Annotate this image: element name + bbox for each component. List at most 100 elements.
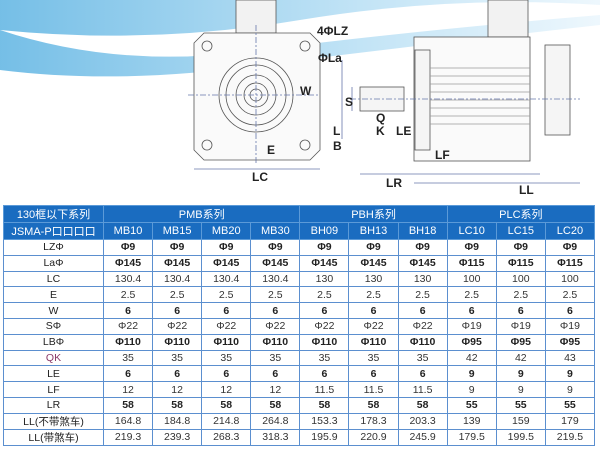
table-cell: Φ145 [152, 254, 203, 272]
table-cell: 2.5 [299, 286, 350, 304]
table-cell: 6 [152, 365, 203, 383]
table-cell: 100 [544, 270, 596, 288]
table-cell: 2.5 [201, 286, 252, 304]
model-header: MB30 [250, 222, 301, 240]
table-cell: 35 [299, 349, 350, 367]
row-label: W [3, 302, 104, 319]
table-cell: Φ19 [446, 317, 497, 335]
row-label: SΦ [3, 317, 104, 335]
label-e: E [267, 143, 276, 157]
table-cell: Φ9 [250, 239, 301, 256]
table-cell: Φ145 [299, 254, 350, 272]
table-cell: 35 [250, 349, 301, 367]
table-cell: 245.9 [397, 428, 448, 446]
label-la: ΦLa [318, 51, 342, 65]
table-cell: Φ22 [152, 317, 203, 335]
table-cell: 130.4 [201, 270, 252, 288]
table-cell: Φ9 [397, 239, 448, 256]
row-label: LZΦ [3, 239, 104, 256]
table-row: LE 6 6 6 6 6 6 6 9 9 9 [3, 365, 596, 383]
table-cell: 130 [397, 270, 448, 288]
table-cell: 58 [348, 396, 399, 414]
table-cell: 58 [299, 396, 350, 414]
table-cell: 6 [299, 302, 350, 319]
table-cell: 264.8 [250, 412, 301, 430]
table-cell: Φ110 [201, 333, 252, 351]
table-cell: 100 [495, 270, 546, 288]
table-row: E 2.5 2.5 2.5 2.5 2.5 2.5 2.5 2.5 2.5 2.5 [3, 286, 596, 304]
table-cell: 55 [544, 396, 596, 414]
table-cell: 6 [250, 365, 301, 383]
table-cell: Φ110 [348, 333, 399, 351]
table-cell: Φ145 [102, 254, 154, 272]
table-cell: 2.5 [250, 286, 301, 304]
table-row: LR 58 58 58 58 58 58 58 55 55 55 [3, 396, 596, 414]
row-label: LE [3, 365, 104, 383]
table-cell: 9 [495, 365, 546, 383]
table-row: LL(带煞车) 219.3 239.3 268.3 318.3 195.9 220.9 245… [3, 428, 596, 446]
model-header: MB15 [152, 222, 203, 240]
table-cell: 318.3 [250, 428, 301, 446]
label-lz: 4ΦLZ [317, 24, 349, 38]
table-cell: 2.5 [446, 286, 497, 304]
table-cell: Φ9 [152, 239, 203, 256]
table-cell: 130.4 [102, 270, 154, 288]
table-cell: Φ22 [102, 317, 154, 335]
table-cell: Φ22 [397, 317, 448, 335]
row-label: LL(不带煞车) [3, 412, 104, 430]
table-cell: 220.9 [348, 428, 399, 446]
table-cell: Φ115 [495, 254, 546, 272]
table-cell: Φ22 [299, 317, 350, 335]
front-view [188, 0, 321, 170]
table-cell: Φ9 [544, 239, 596, 256]
corner-line-1: 130框以下系列 [3, 205, 104, 223]
table-cell: 6 [397, 365, 448, 383]
table-cell: 9 [446, 365, 497, 383]
table-cell: 58 [250, 396, 301, 414]
table-row: SΦ Φ22 Φ22 Φ22 Φ22 Φ22 Φ22 Φ22 Φ19 Φ19 Φ19 [3, 317, 596, 335]
table-cell: 130.4 [152, 270, 203, 288]
table-cell: 195.9 [299, 428, 350, 446]
group-pbh: PBH系列 [299, 205, 448, 223]
group-pmb: PMB系列 [102, 205, 301, 223]
model-header: BH09 [299, 222, 350, 240]
table-cell: 55 [495, 396, 546, 414]
table-cell: Φ115 [544, 254, 596, 272]
row-label: LC [3, 270, 104, 288]
table-cell: 9 [495, 381, 546, 398]
table-cell: 11.5 [299, 381, 350, 398]
table-cell: 9 [446, 381, 497, 398]
table-cell: Φ19 [495, 317, 546, 335]
table-cell: Φ95 [495, 333, 546, 351]
table-cell: 159 [495, 412, 546, 430]
table-cell: 6 [250, 302, 301, 319]
table-cell: 12 [102, 381, 154, 398]
label-w: W [300, 84, 312, 98]
table-cell: 6 [348, 365, 399, 383]
table-cell: Φ115 [446, 254, 497, 272]
table-cell: 11.5 [397, 381, 448, 398]
table-cell: 214.8 [201, 412, 252, 430]
model-header: MB10 [102, 222, 154, 240]
table-cell: 179.5 [446, 428, 497, 446]
table-cell: 219.5 [544, 428, 596, 446]
table-cell: 2.5 [495, 286, 546, 304]
table-cell: Φ110 [299, 333, 350, 351]
table-cell: 58 [102, 396, 154, 414]
table-cell: 6 [201, 365, 252, 383]
model-header: MB20 [201, 222, 252, 240]
label-lf: LF [435, 148, 450, 162]
table-cell: 6 [102, 302, 154, 319]
table-row: LZΦ Φ9 Φ9 Φ9 Φ9 Φ9 Φ9 Φ9 Φ9 Φ9 Φ9 [3, 239, 596, 256]
table-cell: 130 [348, 270, 399, 288]
label-s: S [345, 95, 354, 109]
table-cell: 11.5 [348, 381, 399, 398]
table-cell: 35 [102, 349, 154, 367]
label-ll: LL [519, 183, 534, 197]
table-cell: Φ22 [348, 317, 399, 335]
table-cell: 58 [201, 396, 252, 414]
table-cell: Φ145 [397, 254, 448, 272]
table-cell: 6 [201, 302, 252, 319]
table-cell: 6 [446, 302, 497, 319]
label-lc: LC [252, 170, 268, 184]
